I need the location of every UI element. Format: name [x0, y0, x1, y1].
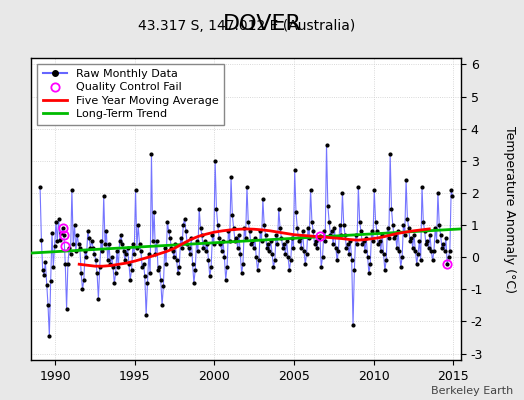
Y-axis label: Temperature Anomaly (°C): Temperature Anomaly (°C) [503, 126, 516, 292]
Text: DOVER: DOVER [223, 14, 301, 34]
Legend: Raw Monthly Data, Quality Control Fail, Five Year Moving Average, Long-Term Tren: Raw Monthly Data, Quality Control Fail, … [37, 64, 224, 125]
Text: Berkeley Earth: Berkeley Earth [431, 386, 514, 396]
Title: 43.317 S, 147.012 E (Australia): 43.317 S, 147.012 E (Australia) [138, 19, 355, 33]
